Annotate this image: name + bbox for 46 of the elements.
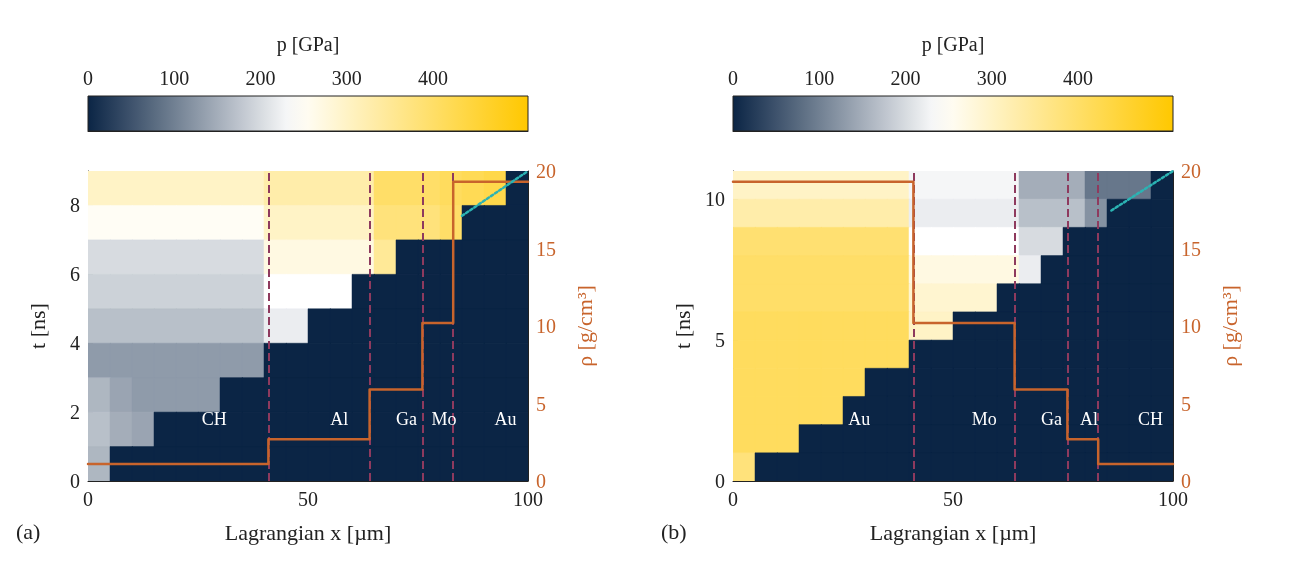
color-bar-label: 200 xyxy=(245,67,276,89)
y-axis-title: t [ns] xyxy=(669,303,695,349)
annotation: CH xyxy=(201,409,227,429)
x-tick-label: 50 xyxy=(943,488,963,510)
y2-axis-title: ρ [g/cm³] xyxy=(1216,285,1242,367)
color-bar-label: 400 xyxy=(418,67,449,89)
x-axis-title: Lagrangian x [µm] xyxy=(869,519,1037,545)
y-tick-label: 4 xyxy=(70,332,80,355)
color-bar-label: 200 xyxy=(890,67,921,89)
annotation: Mo xyxy=(431,409,457,429)
y-tick-label: 6 xyxy=(70,263,80,286)
color-bar-label: 300 xyxy=(331,67,362,89)
color-bar-title: p [GPa] xyxy=(276,33,340,56)
y-tick-label: 2 xyxy=(70,401,80,424)
y2-tick-label: 15 xyxy=(536,237,556,260)
y-tick-label: 8 xyxy=(70,194,80,217)
color-bar-title: p [GPa] xyxy=(921,33,985,56)
annotation: Au xyxy=(848,409,871,429)
color-bar-label: 300 xyxy=(976,67,1007,89)
y2-tick-label: 20 xyxy=(1181,160,1201,182)
color-bar-label: 100 xyxy=(159,67,190,89)
y2-tick-label: 5 xyxy=(1181,392,1191,415)
x-axis-title: Lagrangian x [µm] xyxy=(224,519,392,545)
annotation: Al xyxy=(330,409,349,429)
y2-tick-label: 5 xyxy=(536,392,546,415)
y2-tick-label: 10 xyxy=(536,315,556,337)
text: (a) xyxy=(16,518,41,544)
color-bar-label: 400 xyxy=(1063,67,1094,89)
annotation: Al xyxy=(1079,409,1098,429)
y2-tick-label: 20 xyxy=(536,160,556,182)
y-axis-title: t [ns] xyxy=(24,303,50,349)
annotation: Au xyxy=(494,409,517,429)
text: (b) xyxy=(661,518,687,544)
y-tick-label: 0 xyxy=(70,470,80,492)
y2-axis-title: ρ [g/cm³] xyxy=(571,285,597,367)
annotation: Ga xyxy=(1041,409,1063,429)
annotation: Ga xyxy=(396,409,418,429)
annotation: CH xyxy=(1138,409,1164,429)
y2-tick-label: 15 xyxy=(1181,237,1201,260)
y-tick-label: 10 xyxy=(705,188,725,211)
y-tick-label: 0 xyxy=(715,470,725,492)
y-tick-label: 5 xyxy=(715,329,725,352)
annotation: Mo xyxy=(971,409,997,429)
color-bar-label: 100 xyxy=(804,67,835,89)
x-tick-label: 50 xyxy=(298,488,318,510)
y2-tick-label: 10 xyxy=(1181,315,1201,337)
